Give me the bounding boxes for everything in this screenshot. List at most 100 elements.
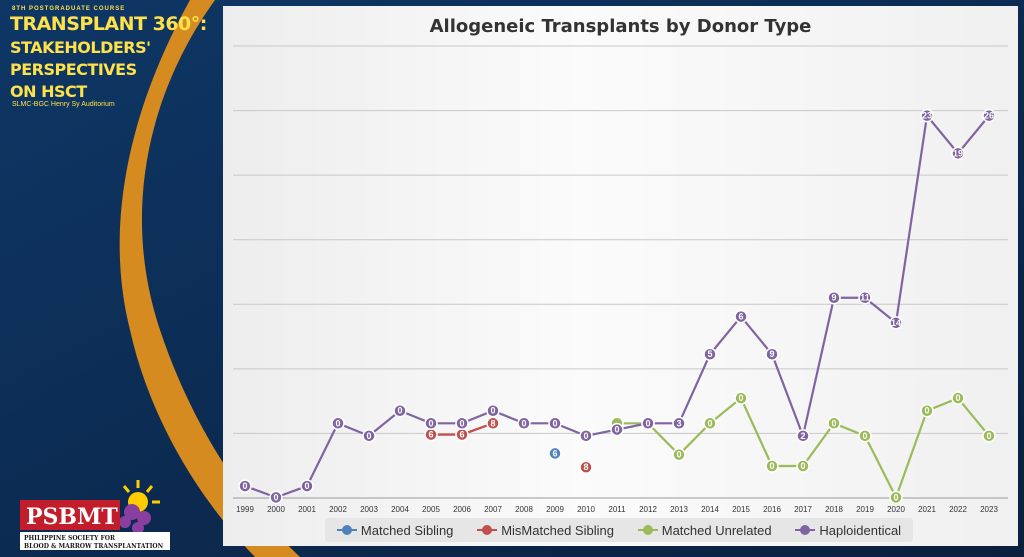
data-label: 8 xyxy=(583,462,588,472)
line-chart: 1999 2000 2001 2002 2003 2004 2005 2006 2007 2008… xyxy=(233,45,1008,514)
data-label: 0 xyxy=(738,393,743,403)
x-tick-label: 2018 xyxy=(825,505,843,514)
data-point xyxy=(579,429,593,443)
data-label: 0 xyxy=(800,461,805,471)
legend-item: Haploidentical xyxy=(795,523,901,538)
x-tick-label: 2011 xyxy=(608,505,626,514)
data-point xyxy=(610,422,624,437)
data-label: 0 xyxy=(521,418,526,428)
data-label: 6 xyxy=(552,448,557,458)
data-point xyxy=(455,416,469,431)
x-tick-label: 2010 xyxy=(577,505,595,514)
x-tick-label: 2020 xyxy=(887,505,905,514)
legend-label: Matched Unrelated xyxy=(661,522,772,538)
data-label: 9 xyxy=(769,349,774,359)
data-point xyxy=(858,429,872,443)
data-point xyxy=(703,347,717,361)
data-point xyxy=(393,403,407,418)
data-point xyxy=(672,416,686,431)
logo-line-2: BLOOD & MARROW TRANSPLANTATION xyxy=(24,543,164,550)
x-tick-label: 2000 xyxy=(267,505,285,514)
data-label: 0 xyxy=(459,418,464,428)
legend-item: Matched Sibling xyxy=(336,523,453,538)
data-label: 0 xyxy=(862,431,867,441)
data-point xyxy=(982,108,996,123)
x-tick-label: 2014 xyxy=(701,505,719,514)
data-point xyxy=(486,403,500,418)
data-label: 0 xyxy=(273,492,278,502)
cells-icon xyxy=(119,504,151,534)
data-label: 0 xyxy=(645,418,650,428)
data-point xyxy=(920,403,934,418)
legend-swatch xyxy=(637,525,658,535)
legend-item: MisMatched Sibling xyxy=(477,523,614,538)
chart-title: Allogeneic Transplants by Donor Type xyxy=(429,16,812,37)
data-point xyxy=(796,429,810,443)
x-tick-label: 2001 xyxy=(298,505,316,514)
data-label: 0 xyxy=(242,481,247,491)
legend-label: MisMatched Sibling xyxy=(501,522,614,538)
x-tick-label: 2008 xyxy=(515,505,533,514)
x-tick-label: 2013 xyxy=(670,505,688,514)
data-point xyxy=(951,146,965,161)
logo-acronym: PSBMT xyxy=(26,504,118,530)
x-tick-label: 2015 xyxy=(732,505,750,514)
x-tick-label: 2005 xyxy=(422,505,440,514)
data-label: 0 xyxy=(583,431,588,441)
x-tick-label: 2009 xyxy=(546,505,564,514)
legend-item: Matched Unrelated xyxy=(637,522,772,538)
data-label: 0 xyxy=(831,418,836,428)
data-label: 0 xyxy=(552,418,557,428)
data-label: 11 xyxy=(860,293,870,303)
x-tick-label: 2021 xyxy=(918,505,936,514)
data-label: 9 xyxy=(831,293,836,303)
data-label: 6 xyxy=(738,312,743,322)
data-point xyxy=(765,347,779,361)
data-point xyxy=(827,416,841,431)
series-line xyxy=(244,113,990,499)
data-point xyxy=(424,416,438,431)
data-label: 2 xyxy=(800,431,805,441)
legend-swatch xyxy=(795,525,816,535)
data-point xyxy=(548,446,562,461)
data-label: 26 xyxy=(984,111,994,121)
slide-title-line-2: STAKEHOLDERS' xyxy=(10,38,151,57)
data-point xyxy=(734,309,748,324)
data-point xyxy=(517,416,531,431)
x-tick-label: 2019 xyxy=(856,505,874,514)
data-label: 0 xyxy=(769,461,774,471)
data-point xyxy=(889,316,903,330)
course-label: 8TH POSTGRADUATE COURSE xyxy=(12,6,126,12)
data-label: 14 xyxy=(891,318,901,328)
data-point xyxy=(951,391,965,405)
data-label: 0 xyxy=(955,393,960,403)
data-point xyxy=(300,479,314,493)
data-point xyxy=(238,479,252,493)
data-label: 8 xyxy=(490,418,495,428)
data-point xyxy=(920,108,934,123)
data-label: 0 xyxy=(397,406,402,416)
logo-line-1: PHILIPPINE SOCIETY FOR xyxy=(24,535,116,542)
data-point xyxy=(269,490,283,505)
legend-swatch xyxy=(477,525,498,535)
venue-label: SLMC-BGC Henry Sy Auditorium xyxy=(12,101,115,108)
data-point xyxy=(641,416,655,431)
data-label: 0 xyxy=(366,431,371,441)
legend-swatch xyxy=(336,525,357,535)
data-point xyxy=(331,416,345,431)
data-label: 0 xyxy=(335,418,340,428)
chart-legend: Matched Sibling MisMatched Sibling Matched… xyxy=(325,518,913,542)
accent-swoosh xyxy=(119,0,300,557)
data-point xyxy=(765,459,779,473)
data-label: 23 xyxy=(922,111,932,121)
data-label: 0 xyxy=(924,406,929,416)
data-label: 6 xyxy=(428,430,433,440)
psbmt-logo: PSBMT PHILIPPINE SOCIETY FOR BLOOD & MAR… xyxy=(20,480,170,550)
data-label: 0 xyxy=(707,418,712,428)
x-tick-label: 2007 xyxy=(484,505,502,514)
data-label: 0 xyxy=(304,481,309,491)
data-point xyxy=(734,391,748,405)
data-label: 0 xyxy=(490,406,495,416)
slide-title-line-4: ON HSCT xyxy=(10,82,87,101)
data-point xyxy=(703,416,717,431)
